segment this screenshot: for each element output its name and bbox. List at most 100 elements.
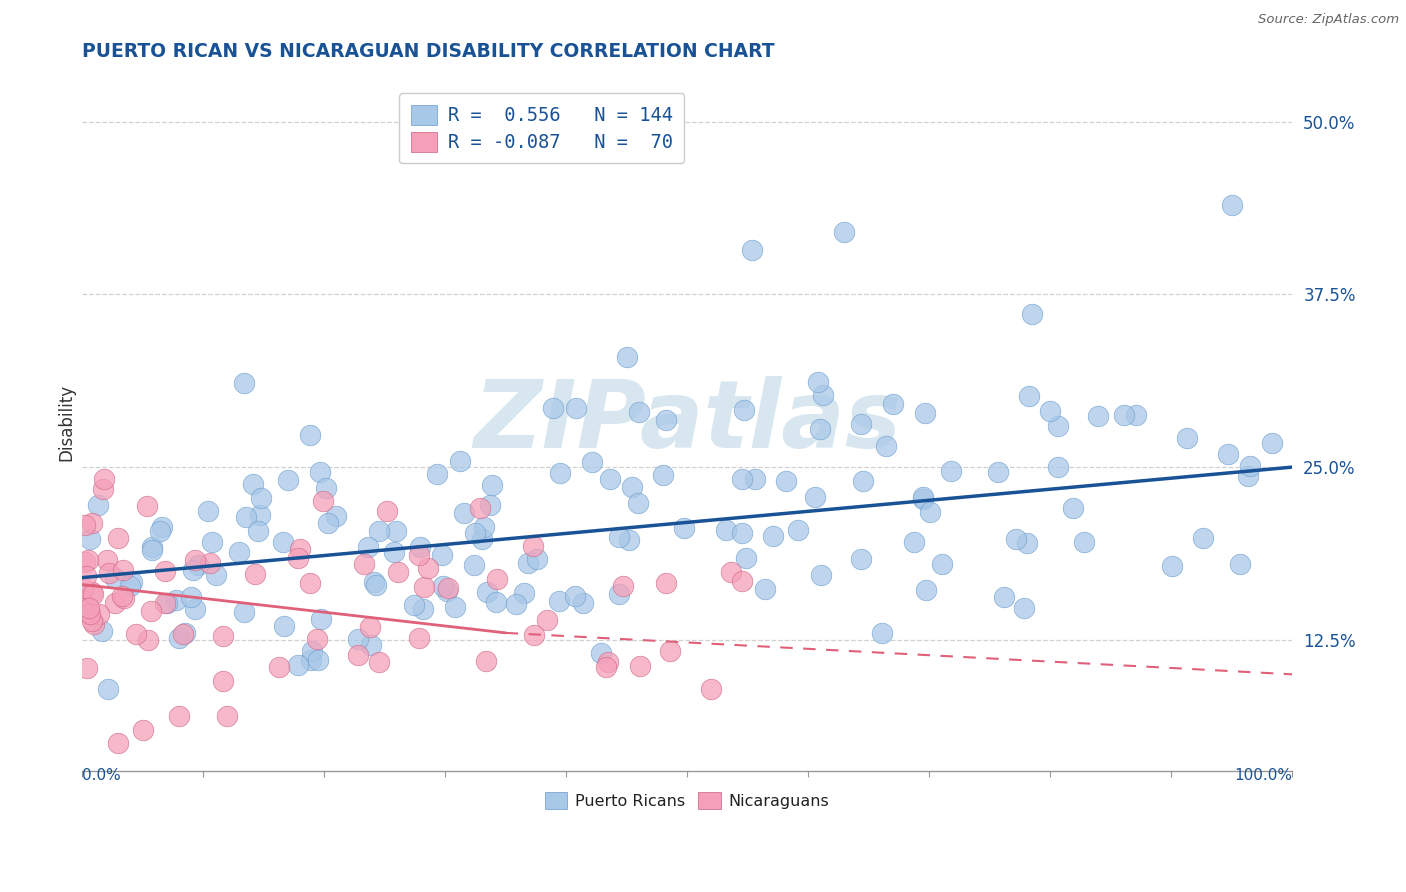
Point bbox=[149, 524, 172, 538]
Point bbox=[287, 550, 309, 565]
Point bbox=[385, 524, 408, 539]
Point bbox=[72, 593, 94, 607]
Point bbox=[733, 403, 755, 417]
Point bbox=[309, 612, 332, 626]
Point bbox=[852, 475, 875, 489]
Point bbox=[201, 535, 224, 549]
Point bbox=[486, 572, 509, 586]
Point bbox=[76, 661, 98, 675]
Point bbox=[581, 455, 603, 469]
Point bbox=[141, 542, 163, 557]
Point bbox=[235, 509, 257, 524]
Point bbox=[287, 657, 309, 672]
Point bbox=[198, 556, 221, 570]
Point bbox=[903, 535, 925, 549]
Point bbox=[1218, 446, 1240, 460]
Point bbox=[346, 648, 368, 663]
Point bbox=[714, 523, 737, 537]
Point bbox=[409, 541, 432, 555]
Point bbox=[607, 587, 630, 601]
Point bbox=[475, 584, 498, 599]
Point bbox=[803, 491, 825, 505]
Point bbox=[547, 594, 569, 608]
Point bbox=[136, 633, 159, 648]
Point bbox=[299, 575, 322, 590]
Point bbox=[165, 593, 187, 607]
Point bbox=[325, 509, 347, 524]
Point bbox=[616, 350, 638, 364]
Point bbox=[513, 585, 536, 599]
Point bbox=[187, 558, 209, 572]
Point bbox=[375, 504, 398, 518]
Point bbox=[468, 500, 491, 515]
Point bbox=[471, 532, 494, 546]
Point bbox=[564, 589, 586, 603]
Point bbox=[735, 551, 758, 566]
Point bbox=[111, 564, 134, 578]
Point bbox=[1175, 432, 1198, 446]
Point bbox=[104, 570, 127, 584]
Point bbox=[312, 494, 335, 508]
Point bbox=[87, 498, 110, 512]
Point bbox=[382, 545, 405, 559]
Point bbox=[599, 472, 621, 486]
Point bbox=[875, 439, 897, 453]
Point bbox=[87, 607, 110, 622]
Point bbox=[882, 397, 904, 411]
Point bbox=[267, 660, 290, 674]
Point bbox=[402, 598, 425, 612]
Point bbox=[436, 584, 458, 599]
Point bbox=[124, 627, 146, 641]
Point bbox=[598, 655, 620, 669]
Point bbox=[318, 516, 340, 530]
Point bbox=[918, 505, 941, 519]
Point bbox=[1004, 532, 1026, 546]
Point bbox=[572, 596, 595, 610]
Point bbox=[131, 723, 153, 737]
Point bbox=[911, 492, 934, 507]
Point bbox=[444, 600, 467, 615]
Point bbox=[360, 638, 382, 652]
Point bbox=[481, 478, 503, 492]
Point bbox=[426, 467, 449, 481]
Point bbox=[1125, 408, 1147, 422]
Point bbox=[110, 589, 132, 603]
Point bbox=[1073, 534, 1095, 549]
Point bbox=[565, 401, 588, 415]
Point bbox=[73, 555, 96, 569]
Point bbox=[79, 607, 101, 621]
Point bbox=[595, 659, 617, 673]
Point bbox=[136, 499, 159, 513]
Point bbox=[699, 682, 721, 697]
Point bbox=[523, 627, 546, 641]
Point bbox=[548, 467, 571, 481]
Point bbox=[298, 427, 321, 442]
Text: 0.0%: 0.0% bbox=[82, 767, 121, 782]
Point bbox=[416, 561, 439, 575]
Point bbox=[299, 653, 322, 667]
Point bbox=[475, 654, 498, 668]
Text: Source: ZipAtlas.com: Source: ZipAtlas.com bbox=[1258, 13, 1399, 27]
Point bbox=[167, 708, 190, 723]
Point bbox=[810, 568, 832, 582]
Point bbox=[301, 644, 323, 658]
Point bbox=[366, 578, 388, 592]
Point bbox=[112, 591, 135, 605]
Point bbox=[93, 472, 115, 486]
Point bbox=[107, 736, 129, 750]
Point bbox=[786, 524, 808, 538]
Text: ZIPatlas: ZIPatlas bbox=[472, 376, 901, 468]
Point bbox=[75, 569, 97, 583]
Point bbox=[1220, 197, 1243, 211]
Point bbox=[1039, 404, 1062, 418]
Point bbox=[181, 564, 204, 578]
Point bbox=[211, 629, 233, 643]
Point bbox=[205, 568, 228, 582]
Point bbox=[731, 574, 754, 588]
Point bbox=[77, 600, 100, 615]
Point bbox=[197, 503, 219, 517]
Point bbox=[449, 454, 471, 468]
Point bbox=[931, 557, 953, 571]
Point bbox=[359, 620, 381, 634]
Point bbox=[79, 532, 101, 546]
